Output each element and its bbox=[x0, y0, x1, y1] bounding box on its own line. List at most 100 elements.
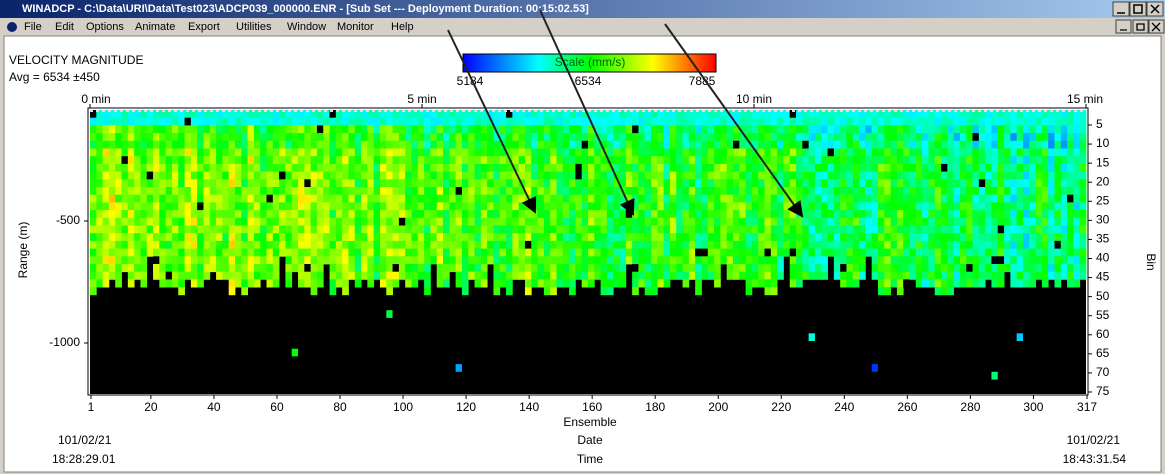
heat-cell bbox=[828, 241, 835, 249]
heat-cell bbox=[216, 187, 223, 195]
menu-item[interactable]: Utilities bbox=[236, 21, 272, 33]
heat-cell bbox=[947, 202, 954, 210]
heat-cell bbox=[903, 156, 910, 164]
heat-cell bbox=[493, 264, 500, 272]
heat-cell bbox=[248, 149, 255, 157]
heat-cell bbox=[538, 264, 545, 272]
heat-cell bbox=[462, 156, 469, 164]
menu-item[interactable]: Edit bbox=[55, 21, 74, 33]
heat-cell bbox=[998, 241, 1005, 249]
heat-cell bbox=[746, 125, 753, 133]
heat-cell bbox=[676, 233, 683, 241]
heat-cell bbox=[569, 279, 576, 287]
heat-cell bbox=[330, 118, 337, 126]
heat-cell bbox=[147, 141, 154, 149]
heat-cell bbox=[632, 218, 639, 226]
heat-cell bbox=[916, 256, 923, 264]
heat-cell bbox=[191, 202, 198, 210]
heat-cell bbox=[122, 202, 129, 210]
heat-cell bbox=[821, 233, 828, 241]
surface-dots bbox=[534, 110, 537, 112]
menu-item[interactable]: Monitor bbox=[337, 21, 374, 33]
heat-cell bbox=[159, 125, 166, 133]
heat-cell bbox=[991, 226, 998, 234]
heat-cell bbox=[607, 264, 614, 272]
heat-cell bbox=[1004, 172, 1011, 180]
heat-cell bbox=[840, 125, 847, 133]
heat-cell bbox=[235, 164, 242, 172]
heat-cell bbox=[941, 279, 948, 287]
heat-cell bbox=[304, 195, 311, 203]
heat-cell bbox=[456, 218, 463, 226]
heat-cell bbox=[411, 172, 418, 180]
heat-cell bbox=[1010, 156, 1017, 164]
heat-cell bbox=[941, 287, 948, 295]
heat-cell bbox=[582, 149, 589, 157]
heat-cell bbox=[1017, 279, 1024, 287]
surface-dots bbox=[888, 110, 891, 112]
heat-cell bbox=[790, 164, 797, 172]
heat-cell bbox=[374, 249, 381, 257]
heat-cell bbox=[462, 279, 469, 287]
heat-cell bbox=[985, 172, 992, 180]
heat-cell bbox=[191, 241, 198, 249]
menu-item[interactable]: Animate bbox=[135, 21, 175, 33]
window-controls[interactable] bbox=[1113, 2, 1163, 16]
heat-cell bbox=[285, 256, 292, 264]
heat-cell bbox=[1017, 202, 1024, 210]
heat-cell bbox=[960, 202, 967, 210]
heat-cell bbox=[361, 233, 368, 241]
heat-cell bbox=[828, 202, 835, 210]
surface-dots bbox=[786, 110, 789, 112]
surface-dots bbox=[738, 110, 741, 112]
heat-cell bbox=[922, 179, 929, 187]
heat-cell bbox=[487, 226, 494, 234]
heat-cell bbox=[355, 149, 362, 157]
heat-cell bbox=[714, 141, 721, 149]
heat-cell bbox=[878, 272, 885, 280]
heat-cell bbox=[790, 172, 797, 180]
menu-item[interactable]: Options bbox=[86, 21, 124, 33]
heat-cell bbox=[802, 272, 809, 280]
heat-cell bbox=[865, 195, 872, 203]
heat-cell bbox=[172, 149, 179, 157]
heat-cell bbox=[1017, 264, 1024, 272]
heat-cell bbox=[449, 179, 456, 187]
heat-cell bbox=[676, 264, 683, 272]
heat-cell bbox=[828, 133, 835, 141]
heat-cell bbox=[588, 279, 595, 287]
heat-cell bbox=[531, 125, 538, 133]
heat-cell bbox=[701, 241, 708, 249]
menu-item[interactable]: Help bbox=[391, 21, 414, 33]
heat-cell bbox=[834, 210, 841, 218]
heat-cell bbox=[746, 172, 753, 180]
heat-cell bbox=[418, 249, 425, 257]
heat-cell bbox=[411, 256, 418, 264]
heat-cell bbox=[468, 249, 475, 257]
heat-cell bbox=[720, 164, 727, 172]
time-tick-label: 0 min bbox=[81, 92, 110, 106]
heat-cell bbox=[903, 179, 910, 187]
heat-cell bbox=[897, 210, 904, 218]
menu-item[interactable]: Window bbox=[287, 21, 326, 33]
heat-cell bbox=[128, 118, 135, 126]
heat-cell bbox=[437, 272, 444, 280]
heat-cell bbox=[153, 149, 160, 157]
heat-cell bbox=[954, 233, 961, 241]
heat-cell bbox=[897, 149, 904, 157]
heat-cell bbox=[374, 118, 381, 126]
heat-cell bbox=[550, 172, 557, 180]
heat-cell bbox=[689, 179, 696, 187]
heat-cell bbox=[267, 233, 274, 241]
heat-cell bbox=[828, 195, 835, 203]
heat-cell bbox=[928, 241, 935, 249]
heat-cell bbox=[922, 279, 929, 287]
heat-cell bbox=[241, 149, 248, 157]
menu-item[interactable]: Export bbox=[188, 21, 220, 33]
heat-cell bbox=[601, 279, 608, 287]
mdi-controls[interactable] bbox=[1116, 20, 1164, 33]
heat-cell bbox=[550, 141, 557, 149]
heat-cell bbox=[393, 202, 400, 210]
heat-cell bbox=[777, 164, 784, 172]
menu-item[interactable]: File bbox=[24, 21, 42, 33]
